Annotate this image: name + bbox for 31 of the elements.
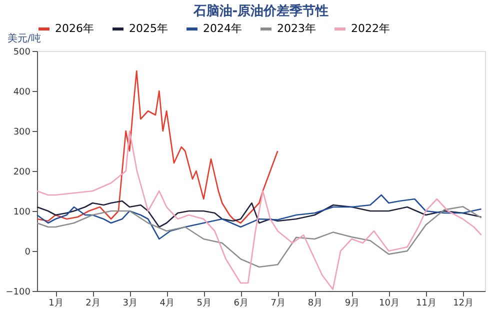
line-series xyxy=(36,70,278,224)
legend-label: 2024年 xyxy=(203,22,242,35)
y-tick-label: 400 xyxy=(13,88,31,98)
y-tick-label: −100 xyxy=(6,288,31,298)
y-axis-title: 美元/吨 xyxy=(8,32,41,44)
y-tick-label: 100 xyxy=(13,208,31,218)
y-tick-label: 200 xyxy=(13,168,31,178)
legend-label: 2025年 xyxy=(129,22,168,35)
x-tick-label: 6月 xyxy=(234,298,249,308)
y-tick-label: 0 xyxy=(24,248,31,258)
line-series xyxy=(36,194,482,240)
x-tick-label: 2月 xyxy=(86,298,100,308)
y-tick-label: 500 xyxy=(13,48,31,58)
x-tick-label: 11月 xyxy=(416,298,436,308)
legend-label: 2026年 xyxy=(55,22,94,35)
x-tick-label: 3月 xyxy=(122,298,138,308)
line-series xyxy=(36,206,482,268)
x-tick-label: 8月 xyxy=(308,298,323,308)
legend-label: 2023年 xyxy=(277,22,316,35)
x-tick-label: 12月 xyxy=(453,298,474,308)
x-tick-label: 10月 xyxy=(379,298,400,308)
legend-label: 2022年 xyxy=(351,22,390,35)
line-series xyxy=(36,130,482,290)
x-tick-label: 9月 xyxy=(344,298,360,308)
y-tick-label: 300 xyxy=(13,128,31,138)
x-tick-label: 7月 xyxy=(270,298,286,308)
chart-title: 石脑油-原油价差季节性 xyxy=(192,3,329,19)
x-tick-label: 1月 xyxy=(48,298,64,308)
x-tick-label: 4月 xyxy=(160,298,174,308)
line-series xyxy=(36,200,482,228)
x-tick-label: 5月 xyxy=(196,298,212,308)
